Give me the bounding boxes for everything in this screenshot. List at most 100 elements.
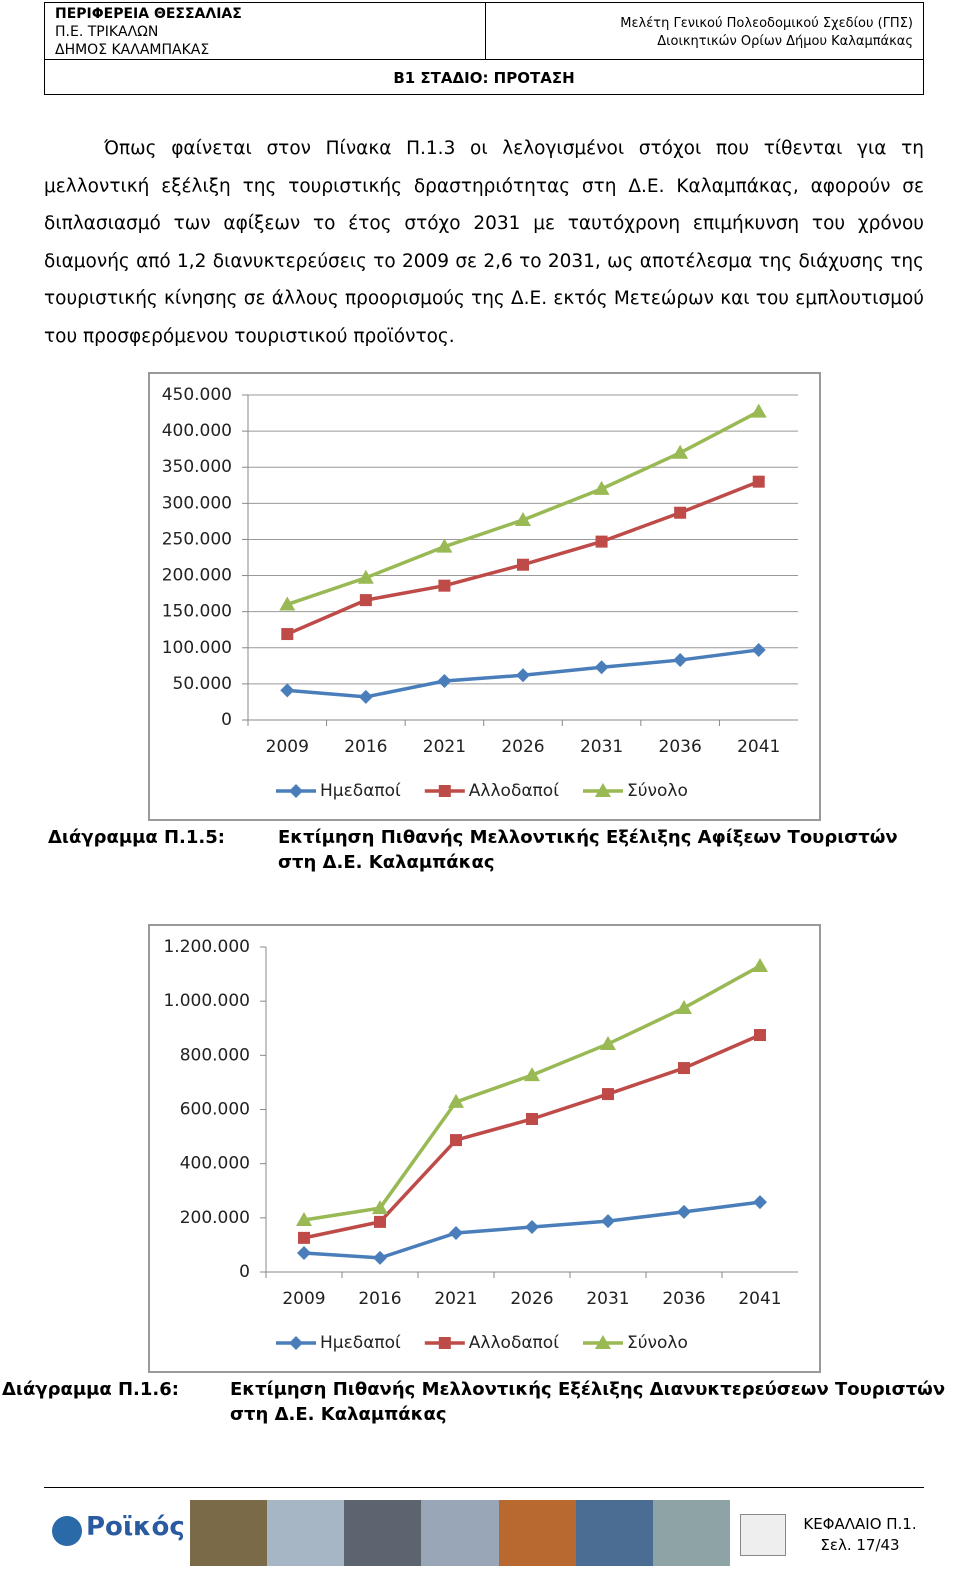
photo bbox=[344, 1500, 422, 1566]
header: ΠΕΡΙΦΕΡΕΙΑ ΘΕΣΣΑΛΙΑΣ Π.Ε. ΤΡΙΚΑΛΩΝ ΔΗΜΟΣ… bbox=[44, 2, 924, 95]
cert-logo bbox=[740, 1514, 786, 1556]
x-tick-label: 2009 bbox=[266, 737, 309, 757]
marker bbox=[357, 569, 374, 584]
marker bbox=[372, 1200, 388, 1215]
marker bbox=[526, 1112, 538, 1125]
marker bbox=[281, 628, 294, 641]
y-tick-label: 150.000 bbox=[162, 602, 232, 622]
marker bbox=[358, 689, 373, 704]
header-line: ΠΕΡΙΦΕΡΕΙΑ ΘΕΣΣΑΛΙΑΣ bbox=[55, 6, 242, 22]
footer-rule bbox=[44, 1487, 924, 1488]
x-tick-label: 2036 bbox=[659, 737, 702, 757]
y-tick-label: 350.000 bbox=[162, 457, 232, 477]
y-tick-label: 600.000 bbox=[180, 1100, 250, 1120]
photo bbox=[575, 1500, 653, 1566]
marker bbox=[677, 1204, 691, 1219]
logo: Ροϊκός bbox=[52, 1512, 185, 1548]
header-line: Π.Ε. ΤΡΙΚΑΛΩΝ bbox=[55, 24, 159, 40]
legend-marker bbox=[594, 1335, 611, 1349]
x-tick-label: 2041 bbox=[738, 1289, 781, 1309]
photo bbox=[267, 1500, 345, 1566]
marker bbox=[437, 674, 452, 688]
marker bbox=[595, 535, 608, 548]
marker bbox=[594, 660, 609, 675]
logo-text: Ροϊκός bbox=[86, 1512, 185, 1542]
header-right: Μελέτη Γενικού Πολεοδομικού Σχεδίου (ΓΠΣ… bbox=[620, 15, 913, 51]
legend-marker bbox=[438, 785, 451, 797]
x-tick-label: 2009 bbox=[282, 1289, 325, 1309]
marker bbox=[754, 1029, 766, 1042]
x-tick-label: 2026 bbox=[501, 737, 544, 757]
marker bbox=[436, 538, 453, 553]
y-tick-label: 100.000 bbox=[162, 638, 232, 658]
chart-frame bbox=[148, 924, 821, 1373]
marker bbox=[450, 1134, 462, 1147]
y-tick-label: 200.000 bbox=[180, 1208, 250, 1228]
page-number: Σελ. 17/43 bbox=[820, 1536, 900, 1554]
x-tick-label: 2036 bbox=[662, 1289, 705, 1309]
photo bbox=[498, 1500, 576, 1566]
y-tick-label: 0 bbox=[239, 1262, 250, 1282]
legend-marker bbox=[438, 1337, 451, 1349]
separator bbox=[485, 3, 486, 59]
header-line: ΔΗΜΟΣ ΚΑΛΑΜΠΑΚΑΣ bbox=[55, 42, 210, 58]
marker bbox=[750, 403, 767, 418]
header-line: Διοικητικών Ορίων Δήμου Καλαμπάκας bbox=[657, 34, 913, 49]
marker bbox=[678, 1062, 690, 1075]
legend-label: Αλλοδαποί bbox=[469, 781, 559, 801]
marker bbox=[673, 653, 688, 668]
marker bbox=[374, 1215, 386, 1228]
marker bbox=[438, 579, 451, 592]
marker bbox=[298, 1231, 310, 1244]
chart-frame bbox=[148, 372, 821, 821]
marker bbox=[297, 1246, 311, 1261]
marker bbox=[448, 1093, 464, 1108]
marker bbox=[515, 511, 531, 526]
photo bbox=[190, 1500, 268, 1566]
x-tick-label: 2016 bbox=[344, 737, 387, 757]
y-tick-label: 200.000 bbox=[162, 566, 232, 586]
caption-text: Εκτίμηση Πιθανής Μελλοντικής Εξέλιξης Δι… bbox=[230, 1379, 946, 1425]
legend-label: Αλλοδαποί bbox=[469, 1333, 559, 1353]
x-tick-label: 2021 bbox=[423, 737, 466, 757]
photo-strip bbox=[190, 1500, 730, 1566]
legend-label: Ημεδαποί bbox=[320, 781, 401, 801]
marker bbox=[593, 480, 610, 495]
x-tick-label: 2041 bbox=[737, 737, 780, 757]
legend-marker bbox=[594, 783, 611, 797]
caption-label: Διάγραμμα Π.1.5: bbox=[48, 827, 225, 848]
chapter: ΚΕΦΑΛΑΙΟ Π.1. bbox=[803, 1515, 917, 1533]
marker bbox=[516, 668, 530, 683]
x-tick-label: 2031 bbox=[586, 1289, 629, 1309]
marker bbox=[674, 506, 687, 519]
y-tick-label: 400.000 bbox=[180, 1154, 250, 1174]
y-tick-label: 1.200.000 bbox=[163, 937, 250, 957]
marker bbox=[672, 444, 689, 459]
separator bbox=[45, 59, 923, 60]
footer-info: ΚΕΦΑΛΑΙΟ Π.1. Σελ. 17/43 bbox=[790, 1514, 930, 1556]
marker bbox=[359, 594, 372, 607]
y-tick-label: 800.000 bbox=[180, 1045, 250, 1065]
x-tick-label: 2026 bbox=[510, 1289, 553, 1309]
y-tick-label: 450.000 bbox=[162, 385, 232, 405]
legend-label: Ημεδαποί bbox=[320, 1333, 401, 1353]
caption-text: Εκτίμηση Πιθανής Μελλοντικής Εξέλιξης Αφ… bbox=[278, 827, 898, 873]
legend-label: Σύνολο bbox=[627, 781, 688, 801]
paragraph: Όπως φαίνεται στον Πίνακα Π.1.3 οι λελογ… bbox=[44, 138, 924, 347]
marker bbox=[753, 1195, 767, 1210]
marker bbox=[517, 558, 529, 571]
marker bbox=[752, 957, 768, 972]
x-tick-label: 2016 bbox=[358, 1289, 401, 1309]
marker bbox=[449, 1226, 463, 1240]
header-left: ΠΕΡΙΦΕΡΕΙΑ ΘΕΣΣΑΛΙΑΣ Π.Ε. ΤΡΙΚΑΛΩΝ ΔΗΜΟΣ… bbox=[55, 5, 242, 59]
marker bbox=[280, 683, 295, 698]
x-tick-label: 2021 bbox=[434, 1289, 477, 1309]
marker bbox=[279, 596, 296, 611]
y-tick-label: 1.000.000 bbox=[163, 991, 250, 1011]
photo bbox=[421, 1500, 499, 1566]
marker bbox=[524, 1067, 540, 1082]
y-tick-label: 300.000 bbox=[162, 493, 232, 513]
y-tick-label: 250.000 bbox=[162, 529, 232, 549]
y-tick-label: 50.000 bbox=[173, 674, 232, 694]
